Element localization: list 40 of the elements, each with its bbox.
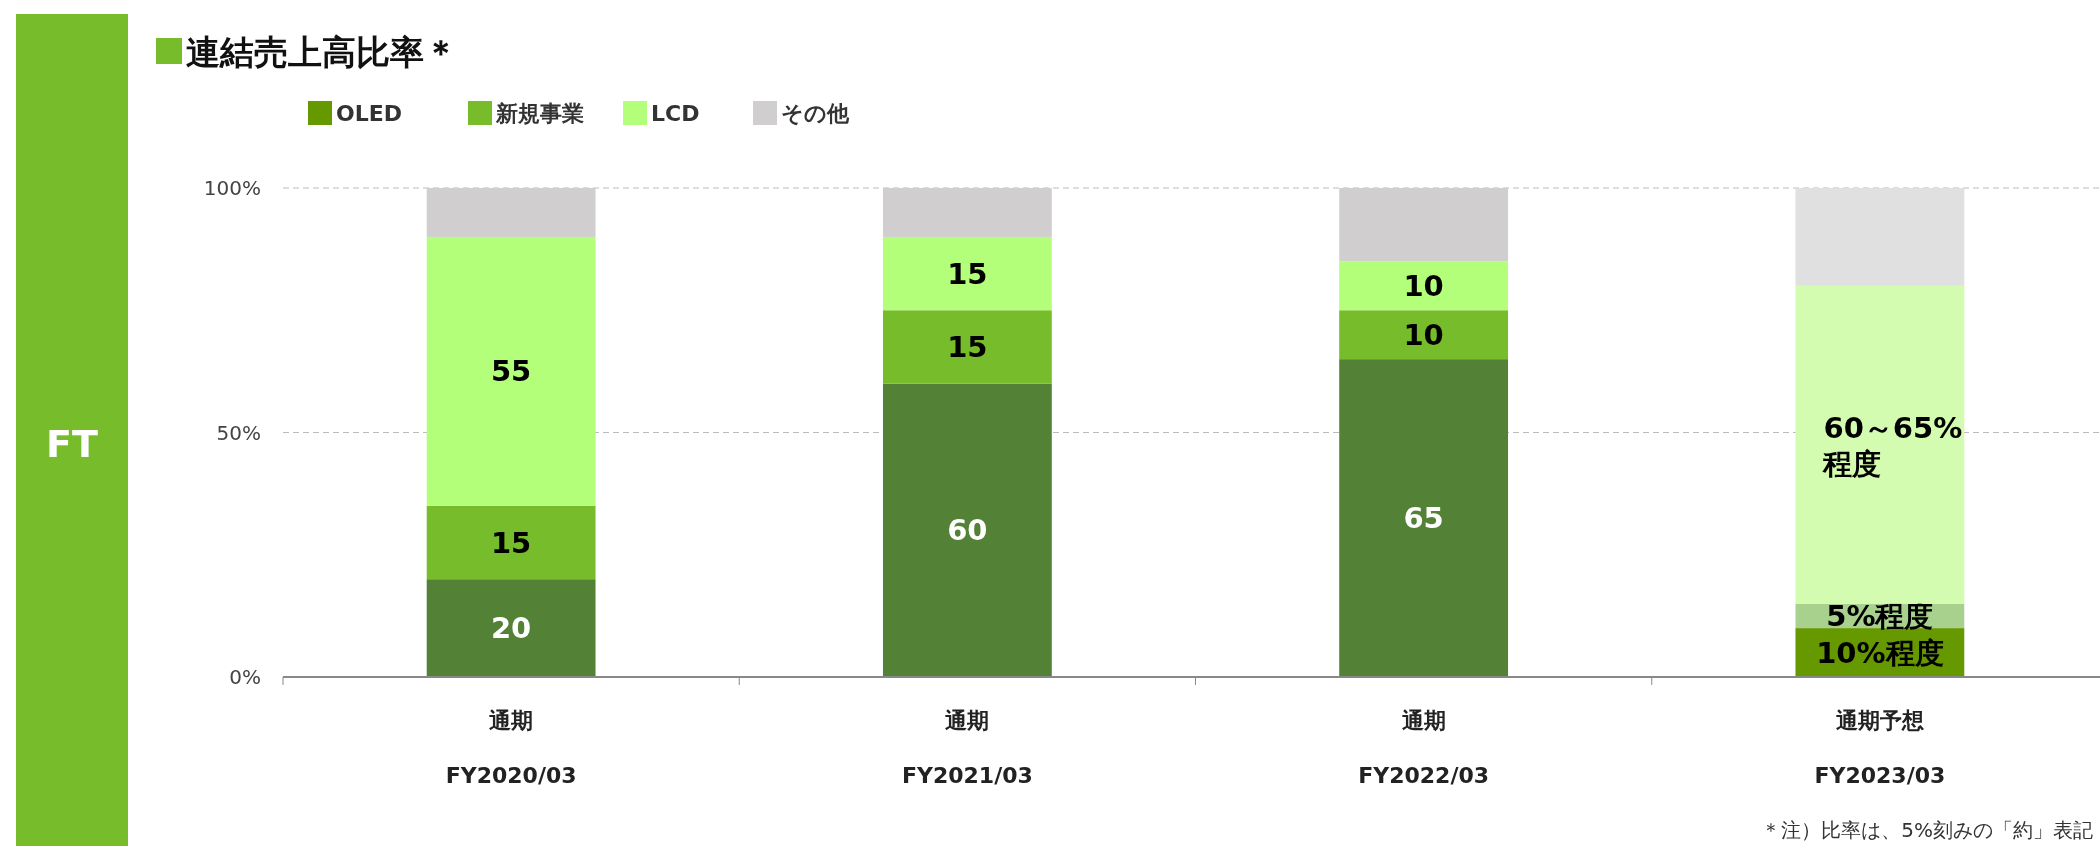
y-tick-label: 0% xyxy=(229,665,261,689)
data-label: 5%程度 xyxy=(1826,598,1934,633)
bar xyxy=(882,310,1052,384)
bar xyxy=(882,188,1052,237)
legend-label: OLED xyxy=(336,100,403,126)
data-label: 20 xyxy=(490,611,532,646)
legend-label: その他 xyxy=(781,100,850,126)
y-tick-label: 50% xyxy=(216,420,261,445)
bar xyxy=(882,383,1052,677)
legend-label: 新規事業 xyxy=(495,100,584,126)
bar xyxy=(426,188,596,237)
data-label: 10%程度 xyxy=(1816,635,1944,670)
bar xyxy=(882,236,1052,311)
data-label: 60～65% 程度 xyxy=(1822,410,1963,481)
bar xyxy=(1795,285,1965,604)
data-label: 15 xyxy=(947,256,988,291)
text: FT xyxy=(46,422,99,466)
bar xyxy=(1339,261,1509,311)
y-tick-label: 100% xyxy=(203,176,261,200)
data-label: 10 xyxy=(1403,317,1444,352)
bar xyxy=(426,579,596,677)
text: ＊注）比率は、5%刻みの「約」表記 xyxy=(1761,818,2093,842)
data-label: 65 xyxy=(1403,501,1444,536)
bar xyxy=(426,236,596,506)
chart-title: 連結売上高比率＊ xyxy=(186,32,458,72)
category-label: 通期 FY2020/03 xyxy=(445,707,577,788)
bar xyxy=(1339,188,1509,262)
data-label: 15 xyxy=(490,525,532,560)
data-label: 15 xyxy=(947,329,988,364)
category-label: 通期 FY2021/03 xyxy=(901,707,1033,788)
bar xyxy=(1795,188,1965,286)
data-label: 10 xyxy=(1403,268,1444,303)
bar xyxy=(1339,310,1509,360)
data-label: 55 xyxy=(490,354,532,389)
category-label: 通期予想 FY2023/03 xyxy=(1814,707,1946,788)
legend-label: LCD xyxy=(651,100,700,126)
category-label: 通期 FY2022/03 xyxy=(1358,707,1490,788)
bar xyxy=(426,505,596,580)
data-label: 60 xyxy=(947,513,988,548)
bar xyxy=(1339,359,1509,677)
